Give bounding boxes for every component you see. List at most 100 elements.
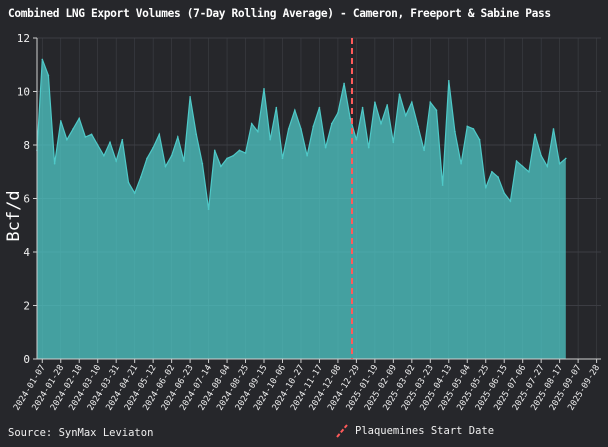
data-point: [497, 176, 499, 178]
data-point: [232, 154, 235, 157]
data-point: [392, 141, 395, 144]
data-point: [411, 101, 413, 103]
data-point: [287, 128, 290, 130]
data-point: [189, 96, 191, 98]
y-tick-label: 12: [17, 32, 30, 45]
data-point: [318, 106, 321, 109]
y-tick-label: 4: [23, 246, 30, 259]
data-point: [176, 136, 179, 138]
data-point: [423, 149, 425, 152]
data-point: [312, 125, 315, 128]
y-tick-label: 10: [17, 86, 30, 99]
data-point: [478, 138, 481, 141]
data-point: [53, 162, 56, 165]
data-point: [361, 106, 364, 109]
data-point: [213, 149, 216, 152]
data-point: [521, 165, 524, 168]
data-point: [429, 101, 432, 103]
data-point: [294, 109, 296, 112]
data-point: [41, 58, 44, 61]
data-point: [491, 170, 493, 173]
data-point: [447, 80, 450, 82]
data-point: [257, 130, 259, 133]
data-point: [386, 104, 388, 106]
data-point: [540, 154, 542, 157]
data-point: [127, 181, 130, 184]
data-point: [220, 165, 222, 168]
data-point: [380, 122, 382, 125]
data-point: [66, 138, 68, 141]
data-point: [472, 128, 475, 130]
data-point: [238, 149, 241, 152]
data-point: [250, 122, 253, 125]
source-note: Source: SynMax Leviaton: [8, 427, 154, 439]
series-area: [37, 59, 566, 360]
data-point: [226, 157, 228, 160]
y-axis-label: Bcf/d: [4, 190, 24, 241]
data-point: [374, 101, 376, 103]
y-tick-label: 8: [23, 139, 30, 152]
y-tick-label: 0: [23, 353, 30, 366]
y-tick-label: 6: [23, 193, 30, 206]
data-point: [90, 133, 93, 136]
data-point: [300, 128, 302, 130]
data-point: [183, 160, 185, 162]
data-point: [534, 133, 536, 136]
data-point: [509, 200, 512, 202]
data-point: [528, 170, 530, 173]
data-point: [96, 144, 99, 146]
data-point: [121, 138, 124, 141]
data-point: [109, 141, 111, 144]
data-point: [201, 162, 204, 165]
data-point: [72, 128, 74, 130]
data-point: [306, 154, 308, 157]
data-point: [78, 117, 81, 120]
data-point: [269, 138, 271, 141]
data-point: [115, 160, 117, 162]
y-tick-label: 2: [23, 300, 30, 313]
data-point: [263, 88, 265, 90]
legend-label: Plaquemines Start Date: [355, 425, 495, 437]
data-point: [466, 125, 469, 128]
data-point: [337, 112, 339, 114]
data-point: [417, 125, 419, 128]
data-point: [207, 208, 210, 210]
data-point: [59, 120, 62, 122]
data-point: [324, 146, 327, 149]
legend-swatch-dashed-line: [336, 424, 348, 438]
data-point: [454, 130, 456, 133]
data-point: [349, 117, 352, 120]
data-point: [158, 133, 161, 136]
data-point: [152, 146, 154, 149]
data-point: [275, 106, 278, 109]
data-point: [355, 138, 358, 141]
data-point: [398, 93, 401, 95]
data-point: [84, 136, 87, 138]
chart-title: Combined LNG Export Volumes (7-Day Rolli…: [8, 7, 551, 20]
legend: Plaquemines Start Date: [335, 424, 494, 438]
data-point: [281, 157, 284, 160]
data-point: [515, 160, 518, 162]
area-layer: [36, 58, 567, 360]
data-point: [367, 146, 370, 149]
data-point: [404, 114, 407, 117]
data-point: [195, 133, 198, 136]
data-point: [244, 152, 247, 154]
data-point: [460, 162, 462, 165]
data-point: [103, 154, 105, 157]
data-point: [146, 157, 148, 160]
data-point: [441, 184, 444, 186]
data-point: [565, 157, 567, 160]
data-point: [484, 187, 487, 189]
data-point: [140, 176, 142, 178]
data-point: [558, 162, 561, 165]
data-point: [552, 128, 555, 130]
data-point: [133, 192, 136, 194]
data-point: [330, 122, 333, 125]
data-point: [47, 74, 50, 77]
data-point: [546, 165, 549, 168]
data-point: [164, 165, 167, 168]
data-point: [503, 192, 506, 194]
